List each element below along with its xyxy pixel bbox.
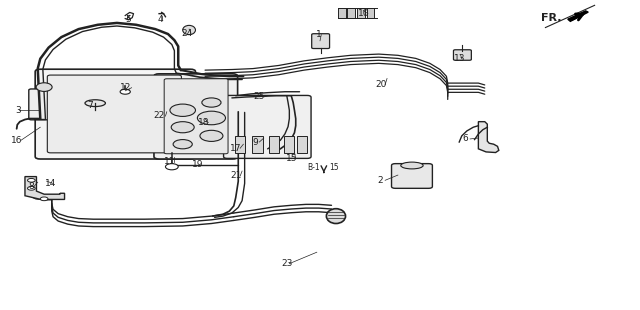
Text: 22: 22 [154, 111, 164, 120]
Bar [348, 8, 355, 18]
Polygon shape [478, 122, 499, 153]
Text: 20: 20 [375, 80, 387, 89]
Bar [269, 136, 279, 153]
FancyBboxPatch shape [454, 50, 471, 60]
Bar [338, 8, 346, 18]
Text: 10: 10 [358, 9, 369, 18]
Circle shape [120, 89, 131, 94]
FancyBboxPatch shape [312, 34, 330, 49]
Bar [284, 136, 294, 153]
Text: 21: 21 [230, 171, 241, 180]
FancyBboxPatch shape [35, 69, 195, 159]
Text: 12: 12 [120, 82, 131, 92]
Text: 25: 25 [253, 92, 265, 101]
Circle shape [200, 130, 223, 141]
Circle shape [40, 197, 48, 201]
Ellipse shape [326, 209, 346, 224]
Circle shape [166, 164, 178, 170]
Text: 13: 13 [454, 54, 465, 63]
Text: 8: 8 [28, 182, 34, 191]
Circle shape [202, 98, 221, 107]
Text: 3: 3 [16, 106, 22, 115]
Text: 6: 6 [463, 135, 468, 144]
Ellipse shape [182, 25, 195, 35]
Text: 16: 16 [11, 136, 22, 145]
Circle shape [173, 140, 192, 149]
Text: 4: 4 [157, 15, 163, 24]
Bar [297, 136, 307, 153]
Text: 19: 19 [191, 160, 203, 169]
Text: 1: 1 [316, 30, 321, 39]
Text: 5: 5 [125, 15, 131, 24]
Text: 9: 9 [252, 138, 258, 147]
Text: 2: 2 [378, 176, 383, 185]
Bar [357, 8, 365, 18]
Text: 23: 23 [281, 259, 292, 268]
Ellipse shape [401, 162, 423, 169]
FancyBboxPatch shape [164, 79, 228, 154]
Circle shape [197, 111, 225, 125]
Text: 18: 18 [198, 118, 209, 127]
FancyBboxPatch shape [392, 164, 433, 188]
Polygon shape [25, 177, 65, 199]
Text: 14: 14 [45, 179, 56, 188]
FancyBboxPatch shape [29, 89, 52, 120]
Ellipse shape [85, 100, 106, 107]
Bar [235, 136, 245, 153]
Text: 24: 24 [182, 29, 193, 38]
Text: 15: 15 [329, 163, 339, 172]
FancyBboxPatch shape [154, 74, 237, 159]
Circle shape [28, 179, 35, 182]
Text: 17: 17 [230, 144, 241, 153]
Bar [367, 8, 374, 18]
Ellipse shape [36, 83, 52, 91]
Bar [252, 136, 262, 153]
Text: B-1: B-1 [307, 163, 320, 172]
FancyBboxPatch shape [47, 75, 181, 153]
Polygon shape [568, 11, 588, 21]
Text: 15: 15 [285, 154, 297, 163]
Text: 7: 7 [87, 101, 93, 110]
FancyBboxPatch shape [223, 95, 311, 158]
Circle shape [28, 187, 35, 190]
Text: 11: 11 [164, 157, 175, 166]
Circle shape [172, 122, 194, 133]
Circle shape [170, 104, 195, 117]
Text: FR.: FR. [541, 13, 561, 23]
